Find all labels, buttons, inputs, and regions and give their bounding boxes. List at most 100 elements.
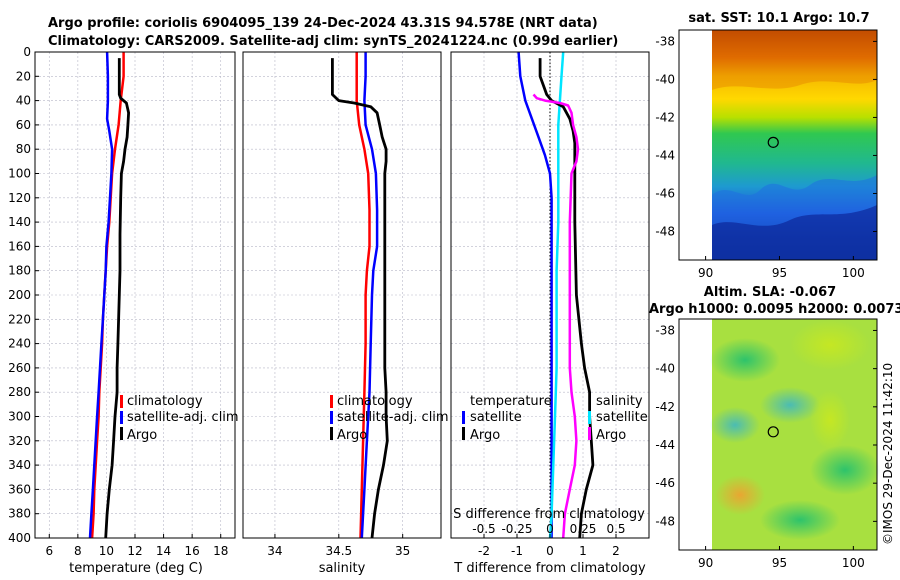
x-tick-label: 18	[213, 544, 228, 558]
x-tick-label: 12	[127, 544, 142, 558]
difference-s-label: S difference from climatology	[453, 507, 645, 522]
sst-map-frame	[678, 29, 878, 261]
s-tick-label: -0.5	[472, 522, 495, 536]
legend-climatology-label: climatology	[337, 394, 413, 409]
x-tick-label: -2	[478, 544, 490, 558]
sla-map-anomaly	[760, 387, 820, 423]
sst-map-y-ticks: -38 -40 -42 -44 -46 -48	[655, 34, 877, 238]
x-tick-label: 2	[612, 544, 620, 558]
map-y-tick-label: -42	[655, 110, 675, 124]
series-line-argo	[330, 58, 389, 538]
map-x-tick-label: 90	[698, 556, 713, 570]
x-tick-label: 34.5	[325, 544, 352, 558]
y-tick-label: 20	[16, 69, 31, 83]
y-tick-label: 180	[8, 264, 31, 278]
s-tick-label: 0.25	[570, 522, 597, 536]
salinity-axes-frame	[242, 51, 442, 539]
legend-s-satellite-swatch	[588, 411, 591, 424]
salinity-x-ticks: 34 34.5 35	[267, 534, 410, 558]
series-line-s-satellite	[548, 52, 565, 538]
map-y-tick-label: -46	[655, 186, 675, 200]
y-tick-label: 40	[16, 94, 31, 108]
x-tick-label: 10	[99, 544, 114, 558]
map-x-tick-label: 90	[698, 266, 713, 280]
legend-argo-label: Argo	[127, 428, 157, 443]
sst-map-cold-core	[712, 205, 877, 260]
temperature-legend: climatology satellite-adj. clim Argo	[120, 394, 239, 443]
y-tick-label: 220	[8, 312, 31, 326]
legend-t-satellite-label: satellite	[470, 410, 522, 425]
y-tick-label: 320	[8, 434, 31, 448]
map-y-tick-label: -42	[655, 400, 675, 414]
series-line-t-satellite	[517, 52, 553, 538]
sla-map-y-ticks: -38 -40 -42 -44 -46 -48	[655, 323, 877, 528]
salinity-legend: climatology satellite-adj. clim Argo	[330, 394, 449, 443]
salinity-series	[330, 52, 389, 538]
map-y-tick-label: -40	[655, 362, 675, 376]
s-tick-label: 0	[546, 522, 554, 536]
map-x-tick-label: 100	[842, 556, 865, 570]
salinity-panel: 34 34.5 35 salinity climatology satellite-…	[242, 51, 449, 576]
y-tick-label: 0	[23, 45, 31, 59]
difference-x-ticks: -2 -1 0 1 2	[478, 534, 620, 558]
y-tick-label: 80	[16, 142, 31, 156]
y-tick-label: 260	[8, 361, 31, 375]
difference-panel: -2 -1 0 1 2 -0.5 -0.25 0 0.25 0.5 S difference f…	[450, 51, 650, 576]
difference-series	[517, 52, 595, 538]
y-tick-label: 120	[8, 191, 31, 205]
legend-satellite-label: satellite-adj. clim	[337, 410, 449, 425]
y-tick-label: 160	[8, 239, 31, 253]
legend-argo-swatch	[120, 427, 123, 440]
y-tick-label: 280	[8, 385, 31, 399]
temperature-y-ticks: 0 20 40 60 80 100 120 140 160 180 200 220 240 260 280 3…	[8, 45, 39, 545]
sla-map-anomaly	[715, 475, 765, 515]
sla-map-anomaly	[790, 320, 870, 370]
difference-x-label: T difference from climatology	[453, 561, 646, 576]
x-tick-label: 6	[45, 544, 53, 558]
sst-map-x-ticks: 90 95 100	[698, 256, 865, 280]
sst-map-warm-patch	[712, 30, 877, 90]
y-tick-label: 400	[8, 531, 31, 545]
figure-title-line-1: Argo profile: coriolis 6904095_139 24-De…	[48, 16, 598, 31]
difference-legend: temperature satellite Argo salinity sate…	[462, 394, 648, 443]
legend-t-argo-swatch	[462, 427, 465, 440]
legend-argo-label: Argo	[337, 428, 367, 443]
map-y-tick-label: -48	[655, 224, 675, 238]
map-x-tick-label: 95	[772, 556, 787, 570]
temperature-grid	[35, 51, 235, 539]
series-line-s-argo	[532, 93, 580, 538]
legend-satellite-swatch	[330, 411, 333, 424]
map-y-tick-label: -44	[655, 148, 675, 162]
imos-timestamp: ©IMOS 29-Dec-2024 11:42:10	[881, 363, 895, 545]
legend-satellite-swatch	[120, 411, 123, 424]
series-line-argo	[104, 58, 131, 538]
map-y-tick-label: -46	[655, 476, 675, 490]
legend-argo-swatch	[330, 427, 333, 440]
y-tick-label: 140	[8, 215, 31, 229]
sla-map-frame	[678, 318, 878, 551]
legend-satellite-label: satellite-adj. clim	[127, 410, 239, 425]
legend-climatology-label: climatology	[127, 394, 203, 409]
map-y-tick-label: -40	[655, 72, 675, 86]
sla-map-argo-marker	[767, 426, 779, 438]
y-tick-label: 300	[8, 410, 31, 424]
figure-title-line-2: Climatology: CARS2009. Satellite-adj cli…	[48, 34, 618, 49]
sla-map-anomaly	[810, 445, 880, 495]
y-tick-label: 380	[8, 507, 31, 521]
salinity-x-label: salinity	[319, 561, 366, 576]
sla-map-title-line-2: Argo h1000: 0.0095 h2000: 0.0073	[649, 302, 900, 317]
map-x-tick-label: 100	[842, 266, 865, 280]
s-tick-label: 0.5	[606, 522, 625, 536]
y-tick-label: 60	[16, 118, 31, 132]
legend-t-satellite-swatch	[462, 411, 465, 424]
difference-s-ticks: -0.5 -0.25 0 0.25 0.5	[472, 522, 625, 536]
y-tick-label: 340	[8, 458, 31, 472]
series-line-satellite-adj-clim	[360, 52, 379, 538]
temperature-x-label: temperature (deg C)	[69, 561, 203, 576]
series-line-satellite-adj-clim	[88, 52, 114, 538]
series-line-t-argo	[538, 58, 595, 538]
legend-climatology-swatch	[330, 395, 333, 408]
temperature-series	[88, 52, 131, 538]
sla-map-anomaly	[810, 390, 850, 450]
y-tick-label: 200	[8, 288, 31, 302]
